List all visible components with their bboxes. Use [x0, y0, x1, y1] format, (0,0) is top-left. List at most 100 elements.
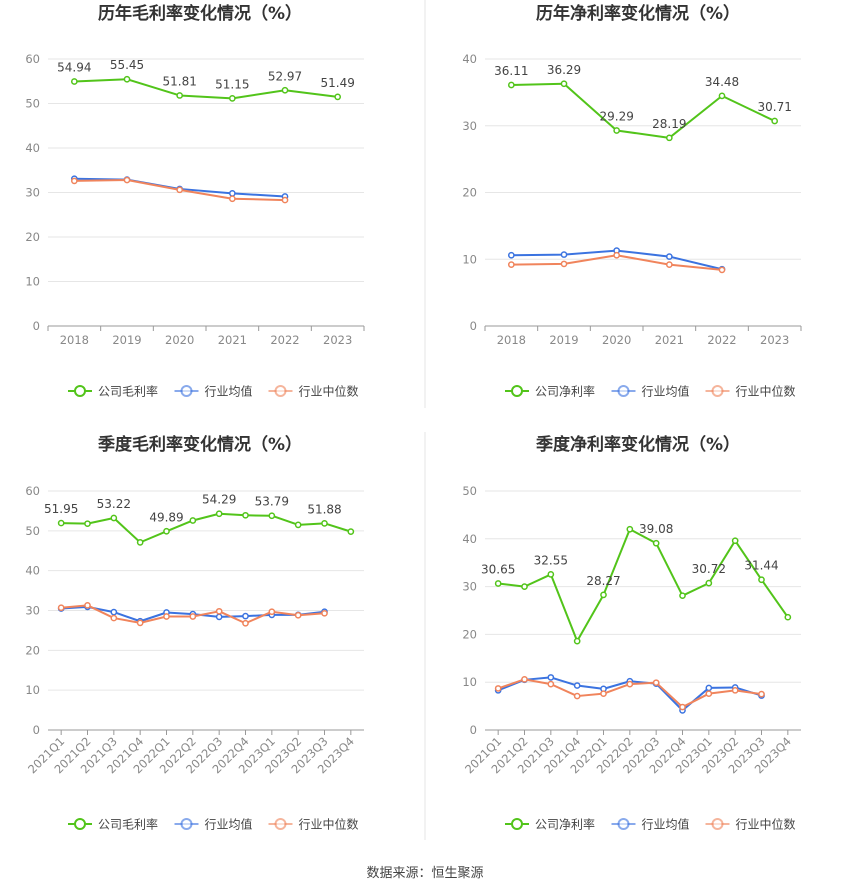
- legend-label: 公司净利率: [535, 384, 595, 399]
- data-label: 51.49: [320, 76, 354, 90]
- data-point-industry-median: [718, 266, 726, 274]
- data-label: 28.19: [652, 117, 686, 131]
- data-point-industry-average: [560, 251, 568, 258]
- x-tick-label: 2021: [218, 333, 247, 347]
- series-line-company: [498, 528, 789, 643]
- y-tick-label: 0: [33, 319, 40, 333]
- data-point-industry-median: [626, 680, 634, 688]
- data-point-industry-median: [758, 690, 765, 698]
- y-tick-label: 0: [33, 723, 40, 737]
- data-point-company: [679, 592, 686, 600]
- data-point-industry-median: [110, 614, 118, 622]
- legend-label: 行业中位数: [736, 817, 796, 832]
- legend-item-industry-median[interactable]: 行业中位数: [705, 817, 796, 832]
- x-tick-label: 2022: [707, 333, 736, 347]
- legend-label: 行业中位数: [299, 384, 359, 399]
- data-label: 51.15: [215, 77, 249, 91]
- legend-item-industry-median[interactable]: 行业中位数: [268, 817, 359, 832]
- x-tick-label: 2020: [602, 333, 631, 347]
- legend-item-industry-median[interactable]: 行业中位数: [268, 384, 359, 399]
- data-label: 36.11: [494, 64, 528, 78]
- y-tick-label: 50: [462, 484, 477, 498]
- legend-marker: [511, 818, 523, 830]
- data-point-industry-median: [494, 685, 502, 692]
- data-point-company: [84, 520, 91, 528]
- data-point-industry-average: [228, 190, 236, 197]
- data-point-industry-average: [573, 682, 581, 689]
- data-label: 51.88: [307, 502, 341, 516]
- data-point-company: [57, 519, 65, 527]
- data-point-company: [665, 134, 673, 142]
- data-point-industry-median: [136, 619, 144, 627]
- legend-label: 公司毛利率: [98, 384, 158, 399]
- data-point-industry-median: [228, 195, 236, 203]
- data-point-industry-median: [123, 176, 131, 184]
- legend-label: 行业均值: [205, 817, 253, 832]
- data-label: 32.55: [534, 553, 568, 567]
- series-line-company: [511, 82, 776, 139]
- x-tick-label: 2019: [549, 333, 578, 347]
- data-point-industry-median: [176, 186, 184, 194]
- x-tick-label: 2022: [270, 333, 299, 347]
- data-point-industry-average: [665, 253, 673, 260]
- chart-title: 历年净利率变化情况（%）: [536, 3, 740, 24]
- data-point-company: [123, 75, 131, 83]
- legend-item-industry-average[interactable]: 行业均值: [611, 384, 690, 399]
- data-point-company: [613, 127, 621, 134]
- series-line-company: [74, 78, 338, 100]
- data-point-company: [573, 637, 581, 645]
- legend-item-industry-median[interactable]: 行业中位数: [705, 384, 796, 399]
- data-point-company: [521, 583, 528, 590]
- chart-panel-4: 季度净利率变化情况（%）010203040502021Q12021Q22021Q…: [462, 434, 801, 832]
- data-point-company: [626, 525, 634, 533]
- data-point-company: [718, 92, 726, 100]
- data-point-company: [652, 539, 660, 547]
- legend-item-company[interactable]: 公司净利率: [505, 817, 595, 832]
- y-tick-label: 30: [25, 186, 40, 200]
- data-point-company: [242, 511, 249, 519]
- y-tick-label: 30: [462, 119, 477, 133]
- data-point-industry-median: [705, 690, 713, 698]
- y-tick-label: 0: [470, 723, 477, 737]
- legend-item-industry-average[interactable]: 行业均值: [174, 817, 253, 832]
- legend-item-company[interactable]: 公司毛利率: [68, 817, 158, 832]
- data-point-company: [176, 92, 184, 99]
- data-point-company: [268, 512, 276, 520]
- legend-item-industry-average[interactable]: 行业均值: [611, 817, 690, 832]
- legend-item-company[interactable]: 公司净利率: [505, 384, 595, 399]
- data-point-industry-median: [665, 261, 673, 268]
- legend-label: 公司净利率: [535, 817, 595, 832]
- data-point-industry-median: [560, 260, 568, 268]
- data-point-industry-median: [163, 613, 170, 620]
- data-point-company: [560, 80, 568, 88]
- legend-item-industry-average[interactable]: 行业均值: [174, 384, 253, 399]
- data-point-company: [110, 514, 118, 522]
- data-point-industry-median: [281, 196, 289, 204]
- data-point-industry-median: [731, 686, 739, 694]
- chart-title: 季度毛利率变化情况（%）: [98, 434, 302, 455]
- data-point-company: [758, 576, 765, 584]
- data-point-company: [189, 517, 197, 524]
- legend-item-company[interactable]: 公司毛利率: [68, 384, 158, 399]
- x-tick-label: 2021: [655, 333, 684, 347]
- data-point-company: [215, 510, 223, 518]
- data-point-industry-median: [321, 609, 328, 617]
- y-tick-label: 40: [25, 564, 40, 578]
- data-label: 49.89: [149, 510, 183, 524]
- legend-marker: [711, 818, 724, 830]
- legend-marker: [511, 385, 523, 397]
- legend-label: 行业均值: [205, 384, 253, 399]
- data-label: 54.94: [57, 61, 91, 75]
- legend-marker: [274, 818, 287, 830]
- data-label: 39.08: [639, 522, 673, 536]
- data-point-company: [163, 527, 170, 535]
- x-tick-label: 2023: [323, 333, 352, 347]
- data-point-industry-median: [268, 608, 276, 616]
- data-point-industry-median: [600, 690, 607, 698]
- data-label: 53.22: [97, 497, 131, 511]
- data-point-company: [321, 519, 328, 527]
- data-point-industry-average: [547, 674, 555, 681]
- y-tick-label: 20: [25, 643, 40, 657]
- data-label: 55.45: [110, 58, 144, 72]
